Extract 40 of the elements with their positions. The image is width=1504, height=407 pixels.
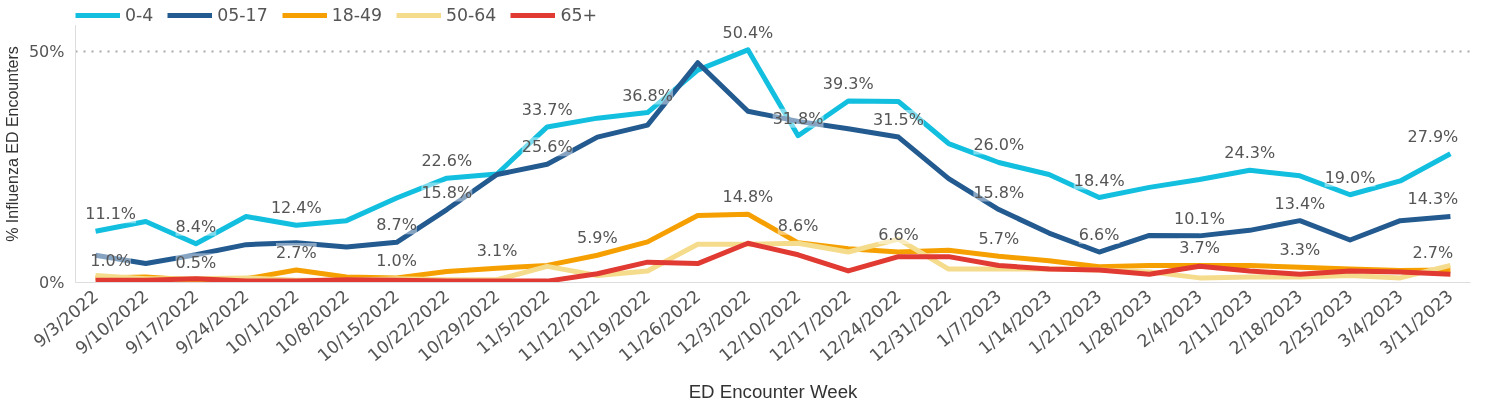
legend-label: 18-49 [331,5,383,25]
data-label: 8.6% [777,215,819,235]
data-label: 50.4% [722,22,774,42]
data-label: 18.4% [1073,170,1125,190]
legend-label: 05-17 [217,5,268,25]
data-label: 6.6% [878,225,919,245]
legend-label: 65+ [560,5,597,25]
data-label: 0.5% [175,253,217,273]
data-label: 5.9% [577,228,618,248]
y-tick-label: 50% [28,42,65,62]
legend-label: 0-4 [125,5,154,25]
data-label: 14.8% [722,187,774,207]
y-axis-title: % Influenza ED Encounters [3,46,21,242]
data-label: 3.7% [1179,238,1220,258]
data-label: 19.0% [1324,167,1376,187]
data-label: 12.4% [270,198,322,218]
data-label: 39.3% [822,74,874,94]
data-label: 6.6% [1078,225,1120,245]
data-label: 11.1% [85,204,137,224]
data-label: 31.8% [772,108,824,128]
data-label: 14.3% [1407,189,1459,209]
data-label: 8.7% [376,215,417,235]
x-axis-title: ED Encounter Week [688,381,859,403]
y-tick-label: 0% [39,273,65,292]
data-label: 10.1% [1174,208,1225,228]
data-label: 13.4% [1274,193,1326,213]
data-label: 3.1% [476,241,518,261]
data-label: 24.3% [1224,143,1276,163]
data-label: 22.6% [421,151,473,171]
data-label: 5.7% [978,229,1020,249]
data-label: 2.7% [1412,243,1454,263]
data-label: 2.7% [275,243,317,263]
data-label: 27.9% [1407,126,1459,146]
data-label: 1.0% [376,250,417,270]
legend-label: 50-64 [446,5,497,25]
data-label: 33.7% [521,99,573,119]
data-label: 15.8% [973,182,1025,202]
data-label: 3.3% [1279,240,1321,260]
data-label: 8.4% [175,216,217,236]
data-label: 26.0% [973,135,1025,155]
